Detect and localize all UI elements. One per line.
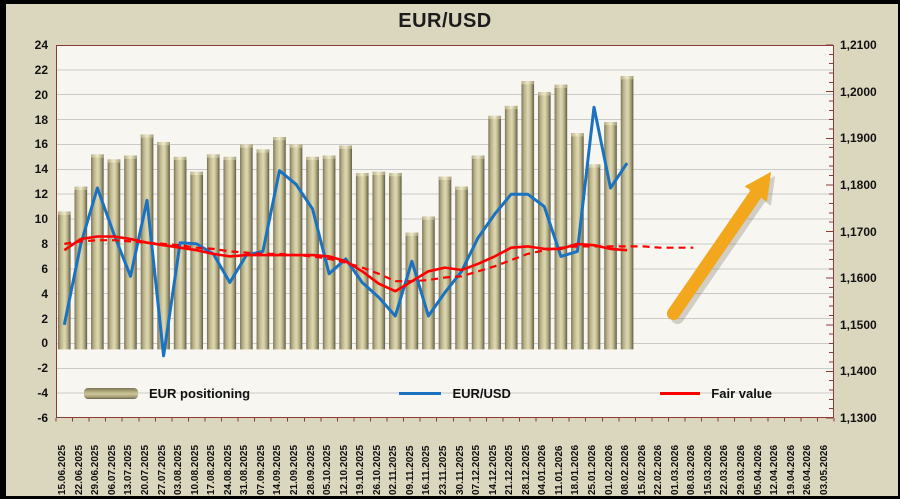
right-axis-tick-label: 1,1300 xyxy=(840,411,877,425)
x-axis-tick-label: 14.09.2025 xyxy=(272,444,284,495)
right-axis-tick-label: 1,2000 xyxy=(840,84,877,99)
x-axis-tick-label: 01.03.2026 xyxy=(669,444,681,495)
x-axis-tick-label: 01.02.2026 xyxy=(603,444,615,495)
y-axis-tick-label: -4 xyxy=(37,386,48,401)
legend: EUR positioning EUR/USD Fair value xyxy=(84,382,772,404)
x-axis-tick-label: 25.01.2026 xyxy=(586,444,598,495)
y-axis-tick-label: -2 xyxy=(37,361,48,376)
x-axis-tick-label: 22.03.2026 xyxy=(719,444,731,495)
y-axis-tick-label: 22 xyxy=(34,62,48,77)
chart-canvas: EUR/USD 24 22 20 18 16 14 12 10 8 6 4 xyxy=(6,4,898,496)
x-axis-tick-label: 26.04.2026 xyxy=(802,444,814,495)
y-axis-tick-label: 20 xyxy=(34,87,48,102)
x-axis-tick-label: 22.02.2026 xyxy=(653,444,665,495)
x-axis-tick-label: 13.07.2025 xyxy=(123,444,135,495)
x-axis-tick-label: 30.11.2025 xyxy=(454,445,466,496)
x-axis-tick-label: 27.07.2025 xyxy=(156,444,168,495)
x-axis-tick-label: 05.10.2025 xyxy=(322,444,334,495)
legend-label: Fair value xyxy=(711,385,772,401)
x-axis-tick-label: 21.09.2025 xyxy=(289,444,301,495)
y-axis-tick-label: 14 xyxy=(34,162,48,177)
x-axis-tick-label: 17.08.2025 xyxy=(206,444,218,495)
legend-label: EUR positioning xyxy=(149,385,251,401)
x-axis-tick-label: 31.08.2025 xyxy=(239,444,251,495)
legend-item-fair-value: Fair value xyxy=(660,386,772,401)
y-axis-tick-label: 18 xyxy=(34,112,48,127)
blue-line-swatch-icon xyxy=(399,391,442,395)
chart-title: EUR/USD xyxy=(398,10,492,32)
plot-border xyxy=(56,45,834,418)
right-axis-tick-label: 1,1600 xyxy=(840,271,877,286)
legend-label: EUR/USD xyxy=(452,385,511,401)
x-axis-tick-label: 05.04.2026 xyxy=(752,444,764,495)
x-axis-tick-label: 04.01.2026 xyxy=(537,444,549,495)
x-axis-tick-label: 24.08.2025 xyxy=(222,444,234,495)
x-axis-tick-label: 15.02.2026 xyxy=(636,444,648,495)
x-axis-tick-label: 26.10.2025 xyxy=(371,444,383,495)
legend-item-eurusd: EUR/USD xyxy=(399,386,511,401)
y-axis-tick-label: 24 xyxy=(34,38,48,52)
y-axis-tick-label: -6 xyxy=(37,411,48,425)
x-axis-tick-label: 12.04.2026 xyxy=(769,444,781,495)
right-axis-tick-label: 1,1400 xyxy=(840,364,877,379)
x-axis-tick-label: 11.01.2026 xyxy=(553,445,565,496)
x-axis-tick-label: 16.11.2025 xyxy=(421,445,433,496)
y-axis-tick-label: 16 xyxy=(34,137,48,152)
x-axis-tick-label: 15.03.2026 xyxy=(702,444,714,495)
x-axis-tick-label: 21.12.2025 xyxy=(504,444,516,495)
x-axis-tick-label: 29.06.2025 xyxy=(90,444,102,495)
x-axis-tick-label: 12.10.2025 xyxy=(338,444,350,495)
bar-swatch-icon xyxy=(84,387,138,399)
x-axis-tick-label: 23.11.2025 xyxy=(438,445,449,496)
y-axis-tick-label: 12 xyxy=(34,187,48,202)
right-axis-tick-label: 1,2100 xyxy=(840,38,877,52)
right-axis-tick-label: 1,1800 xyxy=(840,177,877,192)
right-axis-tick-label: 1,1500 xyxy=(840,317,877,332)
x-axis-tick-label: 06.07.2025 xyxy=(106,444,118,495)
x-axis-tick-label: 28.09.2025 xyxy=(305,444,317,495)
red-line-swatch-icon xyxy=(660,391,701,395)
x-axis-tick-label: 09.11.2025 xyxy=(404,445,416,496)
x-axis-tick-label: 29.03.2026 xyxy=(735,444,747,495)
right-axis-tick-label: 1,1700 xyxy=(840,224,877,239)
x-axis-tick-label: 18.01.2026 xyxy=(570,444,582,495)
x-axis-tick-label: 02.11.2025 xyxy=(388,445,400,496)
y-axis-tick-label: 10 xyxy=(34,212,48,227)
x-axis-tick-label: 22.06.2025 xyxy=(73,444,85,495)
x-axis-tick-label: 08.02.2026 xyxy=(620,444,632,495)
trend-arrow xyxy=(666,171,776,325)
x-axis-tick-label: 08.03.2026 xyxy=(686,444,698,495)
axis-ticks xyxy=(55,44,835,422)
x-axis-tick-label: 03.05.2026 xyxy=(818,444,830,495)
x-axis-tick-label: 07.09.2025 xyxy=(255,444,267,495)
plot-area xyxy=(55,44,835,422)
x-axis-tick-label: 19.10.2025 xyxy=(355,444,367,495)
y-axis-tick-label: 4 xyxy=(41,286,48,301)
x-axis-tick-label: 20.07.2025 xyxy=(140,444,152,495)
x-axis-tick-label: 03.08.2025 xyxy=(173,444,185,495)
x-axis-tick-label: 19.04.2026 xyxy=(785,444,797,495)
y-axis-tick-label: 2 xyxy=(41,311,48,326)
y-axis-tick-label: 8 xyxy=(41,236,48,251)
y-axis-tick-label: 6 xyxy=(41,261,48,276)
right-axis-tick-label: 1,1900 xyxy=(840,131,877,146)
x-axis-tick-label: 28.12.2025 xyxy=(520,444,532,495)
x-axis-tick-label: 10.08.2025 xyxy=(189,444,201,495)
line-series xyxy=(62,105,694,358)
y-axis-tick-label: 0 xyxy=(41,336,48,351)
x-axis-tick-label: 14.12.2025 xyxy=(487,444,499,495)
legend-item-eur-positioning: EUR positioning xyxy=(84,386,250,401)
x-axis-tick-label: 07.12.2025 xyxy=(471,444,483,495)
x-axis-tick-label: 15.06.2025 xyxy=(57,444,69,495)
